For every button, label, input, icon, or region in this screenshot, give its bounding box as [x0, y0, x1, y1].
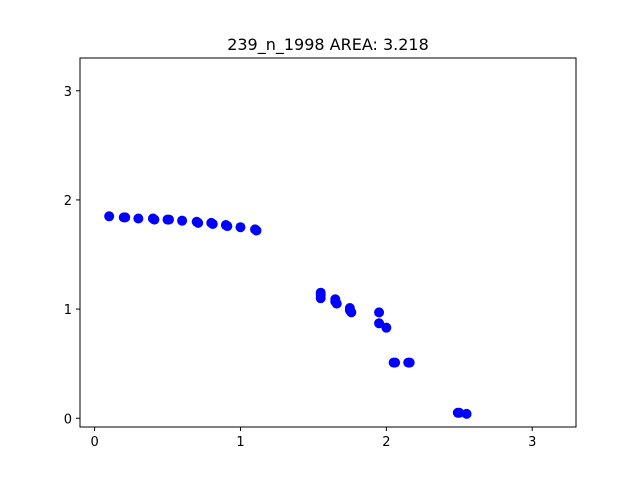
data-point: [461, 408, 472, 419]
chart-title: 239_n_1998 AREA: 3.218: [227, 35, 429, 55]
data-point: [235, 222, 246, 233]
data-point: [149, 214, 160, 225]
y-tick-label: 0: [64, 412, 72, 427]
data-point: [133, 213, 144, 224]
data-point: [193, 217, 204, 228]
x-tick-label: 0: [90, 435, 98, 450]
x-tick-label: 3: [528, 435, 536, 450]
data-point: [374, 307, 385, 318]
data-point: [177, 215, 188, 226]
data-points: [104, 211, 472, 419]
data-point: [222, 221, 233, 232]
data-point: [404, 357, 415, 368]
data-point: [374, 318, 385, 329]
data-point: [346, 307, 357, 318]
plot-area: [79, 57, 577, 428]
y-tick-label: 2: [64, 194, 72, 209]
data-point: [163, 214, 174, 225]
data-point: [104, 211, 115, 222]
data-point: [207, 218, 218, 229]
y-tick-label: 3: [64, 85, 72, 100]
data-point: [120, 212, 131, 223]
x-tick-label: 1: [236, 435, 244, 450]
data-point: [381, 322, 392, 333]
data-point: [331, 298, 342, 309]
data-point: [315, 293, 326, 304]
x-axis: 0 1 2 3: [90, 427, 536, 450]
data-point: [251, 225, 262, 236]
x-tick-label: 2: [382, 435, 390, 450]
y-axis: 0 1 2 3: [64, 85, 80, 427]
data-point: [390, 357, 401, 368]
y-tick-label: 1: [64, 303, 72, 318]
